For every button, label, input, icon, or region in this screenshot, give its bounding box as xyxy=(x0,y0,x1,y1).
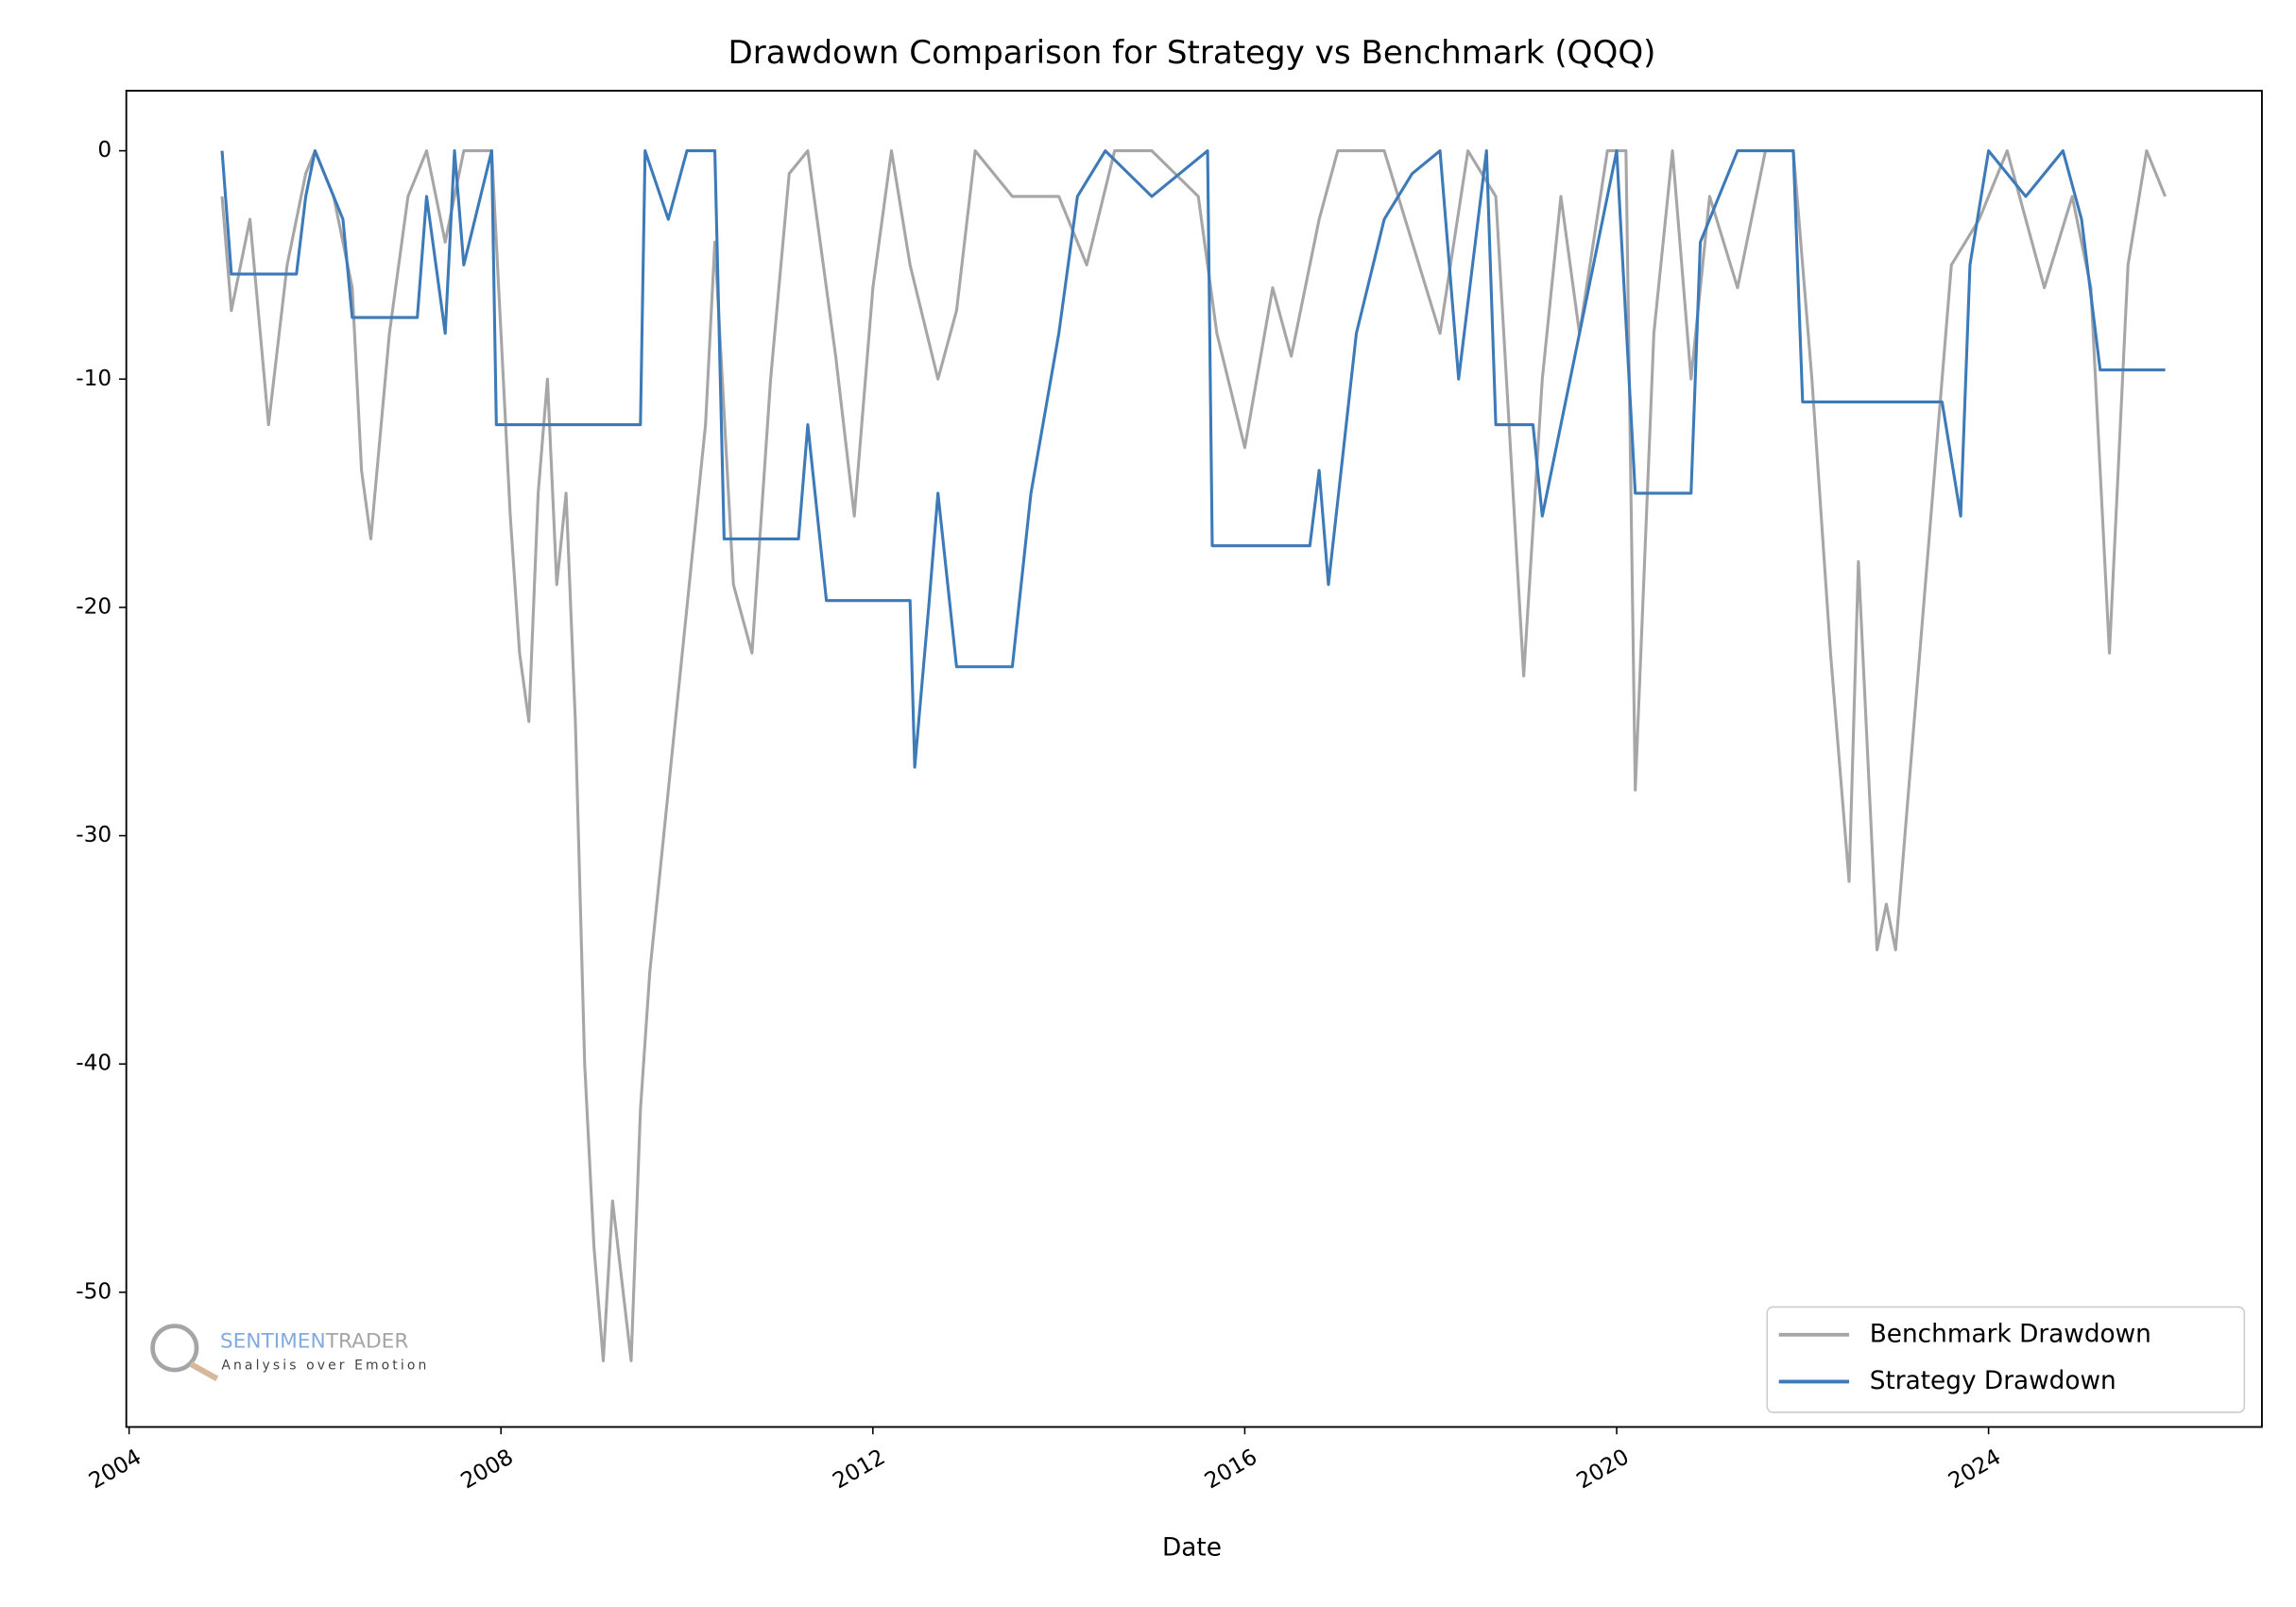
legend-label: Benchmark Drawdown xyxy=(1870,1320,2151,1348)
y-tick-label: 0 xyxy=(97,137,111,162)
y-tick-label: -10 xyxy=(76,366,111,391)
plot-frame xyxy=(125,90,2263,1428)
legend-label: Strategy Drawdown xyxy=(1870,1367,2116,1395)
watermark-icon xyxy=(150,1324,199,1373)
watermark-brand-b: TRADER xyxy=(325,1330,409,1354)
watermark-brand: SENTIMENTRADER xyxy=(220,1330,409,1354)
legend: Benchmark Drawdown Strategy Drawdown xyxy=(1766,1306,2246,1413)
y-tick-label: -20 xyxy=(76,593,111,619)
watermark-icon xyxy=(189,1361,219,1382)
y-tick-label: -40 xyxy=(76,1051,111,1076)
y-tick-label: -50 xyxy=(76,1278,111,1304)
chart-title: Drawdown Comparison for Strategy vs Benc… xyxy=(728,34,1655,72)
watermark-brand-a: SENTIMEN xyxy=(220,1330,326,1354)
series-line xyxy=(220,149,2167,1362)
watermark: SENTIMENTRADER Analysis over Emotion xyxy=(150,1324,429,1382)
legend-box xyxy=(1766,1306,2246,1413)
x-axis-label: Date xyxy=(1162,1534,1222,1563)
y-tick-label: -30 xyxy=(76,822,111,847)
series-line xyxy=(220,149,2166,769)
watermark-tagline: Analysis over Emotion xyxy=(221,1358,429,1373)
